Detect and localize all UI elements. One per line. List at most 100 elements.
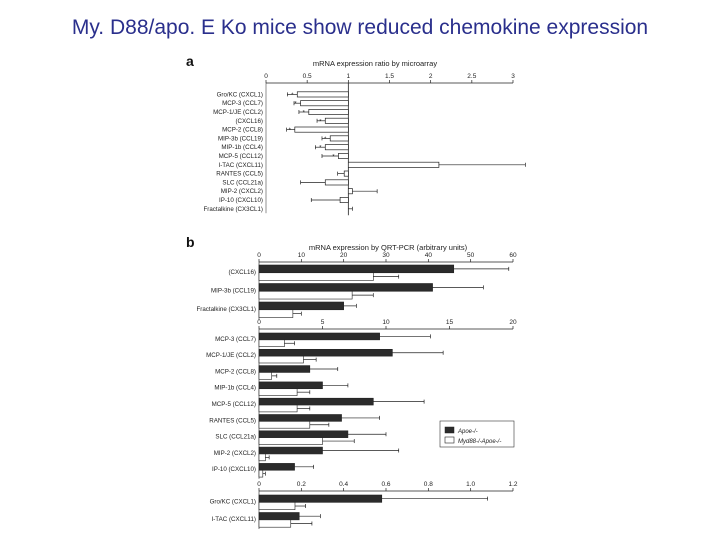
panel-b2-tick-label: 10 <box>382 319 390 326</box>
panel-a-significance: * <box>291 93 294 99</box>
panel-a-category-label: (CXCL16) <box>235 118 263 125</box>
panel-b3-tick-label: 1.2 <box>508 481 517 488</box>
panel-b-chart: 0 10 20 30 40 50 60(CXCL16)MIP-3b (CCL19)Fract… <box>197 252 518 529</box>
panel-b1-tick-label: 20 <box>340 252 348 259</box>
panel-b-bar-myd88 <box>258 388 298 396</box>
panel-b-bar-apoe <box>258 348 393 357</box>
panel-b-category-label: SLC (CCL21a) <box>215 434 256 441</box>
panel-a-tick-label: 2 <box>429 73 433 80</box>
panel-a-tick-label: 1.5 <box>385 73 394 80</box>
panel-b-category-label: MCP-5 (CCL12) <box>212 401 256 408</box>
panel-b-bar-myd88 <box>258 404 298 413</box>
panel-a-significance: * <box>319 146 322 152</box>
panel-b3-tick-label: 0.4 <box>339 481 348 488</box>
legend: Apoe-/- Myd88-/-Apoe-/- <box>439 420 515 448</box>
panel-b-bar-myd88 <box>258 309 294 318</box>
panel-a-category-label: MIP-2 (CXCL2) <box>221 188 263 195</box>
panel-a-chart: 0 0.5 1 1.5 2 2.5 3 Gro/KC (CXCL1) * MCP-3 (CCL7)… <box>204 73 526 216</box>
slide-title: My. D88/apo. E Ko mice show reduced chem… <box>71 16 649 39</box>
panel-a-category-label: MIP-1b (CCL4) <box>221 144 263 151</box>
panel-a-bar <box>308 109 349 115</box>
panel-b-bar-apoe <box>258 381 323 390</box>
panel-a-bar <box>338 153 349 159</box>
panel-b-label: b <box>186 234 195 250</box>
panel-b-bar-myd88 <box>258 421 311 429</box>
panel-a-bar <box>324 144 349 151</box>
panel-b-bar-myd88 <box>258 469 264 478</box>
panel-b-bar-apoe <box>258 463 295 471</box>
panel-b-category-label: MCP-2 (CCL8) <box>215 368 256 375</box>
panel-b-bar-apoe <box>258 332 380 341</box>
panel-b1-tick-label: 10 <box>298 252 306 259</box>
panel-a-category-label: MIP-3b (CCL19) <box>218 135 263 142</box>
panel-b-bar-myd88 <box>258 372 272 380</box>
panel-b-category-label: MCP-1/JE (CCL2) <box>206 352 256 359</box>
panel-a-significance: * <box>324 137 327 143</box>
panel-a-bar <box>300 100 349 107</box>
legend-label-apoe: Apoe-/- <box>457 429 478 435</box>
panel-b-category-label: Gro/KC (CXCL1) <box>210 498 256 505</box>
panel-a-category-label: IP-10 (CXCL10) <box>219 197 263 204</box>
panel-b2-tick-label: 20 <box>509 319 517 326</box>
legend-label-myd88: Myd88-/-Apoe-/- <box>458 439 501 445</box>
panel-b-bar-myd88 <box>258 339 285 347</box>
panel-b1-tick-label: 0 <box>257 252 261 259</box>
legend-swatch-filled <box>444 426 455 434</box>
panel-b-bar-myd88 <box>258 437 323 445</box>
panel-a-significance: * <box>332 155 335 161</box>
panel-a-tick-label: 0.5 <box>303 73 312 80</box>
panel-b2-tick-label: 5 <box>321 319 325 326</box>
legend-swatch-open <box>444 436 455 444</box>
panel-a-title: mRNA expression ratio by microarray <box>313 59 437 68</box>
panel-a-category-label: RANTES (CCL5) <box>216 171 263 178</box>
panel-b-bar-apoe <box>258 397 374 406</box>
panel-b-bar-apoe <box>258 446 323 455</box>
panel-a-bar <box>324 179 349 186</box>
panel-a-bar <box>329 135 349 142</box>
panel-b-bar-myd88 <box>258 355 304 364</box>
panel-a-bar <box>347 161 440 168</box>
panel-b3-tick-label: 0 <box>257 481 261 488</box>
panel-b-bar-apoe <box>258 301 344 311</box>
panel-b1-tick-label: 60 <box>509 252 517 259</box>
panel-b1-tick-label: 40 <box>425 252 433 259</box>
panel-b2-tick-label: 15 <box>446 319 454 326</box>
panel-b2-tick-label: 0 <box>257 319 261 326</box>
panel-b-category-label: IP-10 (CXCL10) <box>212 466 256 473</box>
panel-b-category-label: MIP-2 (CXCL2) <box>214 450 256 457</box>
panel-a-bar <box>296 91 349 98</box>
panel-a-category-label: MCP-2 (CCL8) <box>222 127 263 134</box>
panel-b-bar-apoe <box>258 283 433 292</box>
panel-b-bar-myd88 <box>258 272 374 281</box>
panel-b-category-label: (CXCL16) <box>228 269 256 276</box>
panel-b3-tick-label: 0.6 <box>381 481 390 488</box>
panel-a-tick-label: 2.5 <box>467 73 476 80</box>
panel-a-category-label: MCP-1/JE (CCL2) <box>213 109 263 116</box>
panel-a-bar <box>324 117 349 124</box>
panel-b-bar-apoe <box>258 365 311 373</box>
panel-a-category-label: I-TAC (CXCL11) <box>219 162 263 169</box>
panel-b-bar-apoe <box>258 264 455 274</box>
panel-a-significance: * <box>303 111 306 117</box>
panel-b1-tick-label: 30 <box>382 252 390 259</box>
panel-b-category-label: MIP-3b (CCL19) <box>211 287 256 294</box>
panel-b-title: mRNA expression by QRT-PCR (arbitrary un… <box>309 243 468 252</box>
panel-b-bar-apoe <box>258 414 342 422</box>
panel-a-category-label: MCP-3 (CCL7) <box>222 100 263 107</box>
panel-a-category-label: Gro/KC (CXCL1) <box>217 91 263 98</box>
panel-b-category-label: I-TAC (CXCL11) <box>212 516 256 523</box>
panel-a-significance: * <box>289 128 292 134</box>
panel-a-bar <box>343 170 349 177</box>
panel-b-category-label: Fractalkine (CX3CL1) <box>197 306 257 313</box>
panel-a-bar <box>339 197 349 203</box>
panel-a-tick-label: 0 <box>264 73 268 80</box>
panel-b-bar-myd88 <box>258 453 266 462</box>
panel-a-bar <box>347 188 353 195</box>
panel-b-category-label: MIP-1b (CCL4) <box>214 385 256 392</box>
panel-a-category-label: Fractalkine (CX3CL1) <box>204 206 264 213</box>
panel-a-bar <box>294 126 349 133</box>
panel-a-label: a <box>186 53 194 69</box>
panel-b-bar-myd88 <box>258 519 292 528</box>
panel-a-category-label: MCP-5 (CCL12) <box>219 153 263 160</box>
